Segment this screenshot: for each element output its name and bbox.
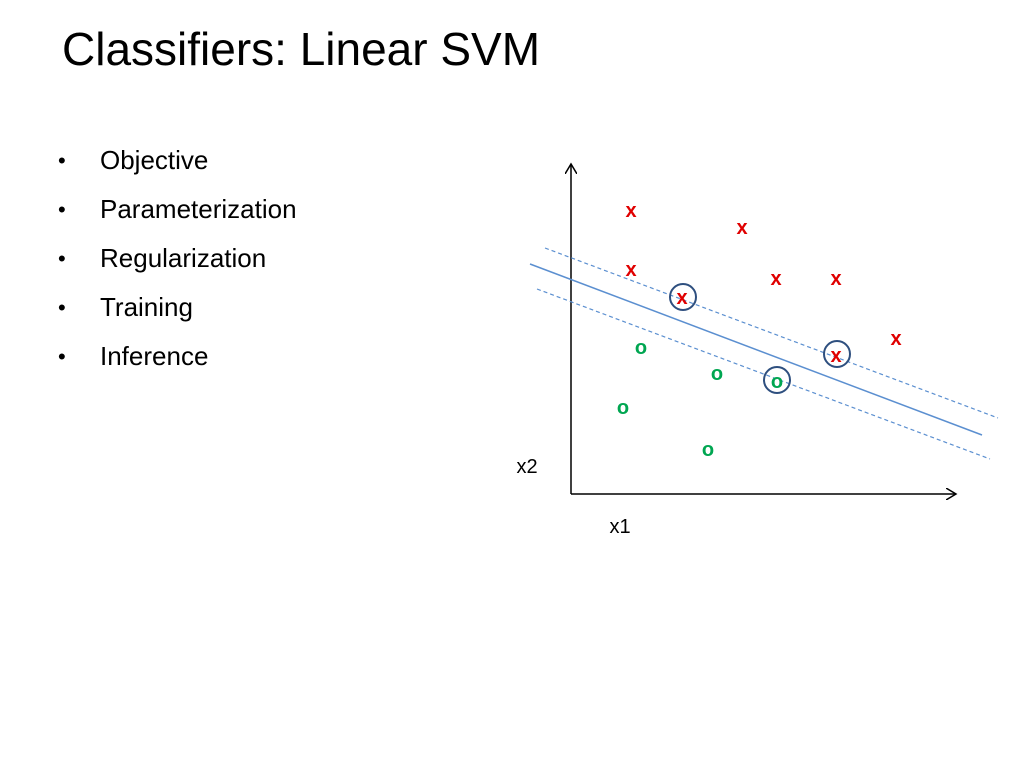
slide-title: Classifiers: Linear SVM (62, 23, 541, 75)
point-o: o (771, 371, 783, 393)
bullet-item-inference: • Inference (58, 332, 297, 381)
bullet-list: • Objective • Parameterization • Regulariza… (58, 136, 297, 381)
bullet-dot-icon: • (58, 344, 66, 369)
point-o: o (711, 363, 723, 385)
margin-lower (536, 288, 991, 460)
bullet-item-training: • Training (58, 283, 297, 332)
point-x: x (830, 345, 841, 367)
point-x: x (625, 200, 636, 222)
bullet-dot-icon: • (58, 246, 66, 271)
point-o: o (702, 439, 714, 461)
point-x: x (890, 328, 901, 350)
bullet-item-objective: • Objective (58, 136, 297, 185)
bullet-label: Inference (100, 341, 209, 371)
point-o: o (635, 337, 647, 359)
support-vector-circle (763, 366, 791, 394)
point-x: x (770, 268, 781, 290)
bullet-dot-icon: • (58, 197, 66, 222)
bullet-label: Training (100, 292, 193, 322)
bullet-item-regularization: • Regularization (58, 234, 297, 283)
point-o: o (617, 397, 629, 419)
bullet-label: Objective (100, 145, 209, 175)
point-x: x (625, 259, 636, 281)
support-vector-circle (823, 340, 851, 368)
bullet-dot-icon: • (58, 148, 66, 173)
point-x: x (830, 268, 841, 290)
bullet-dot-icon: • (58, 295, 66, 320)
bullet-label: Parameterization (100, 194, 297, 224)
decision-boundary (529, 263, 983, 436)
point-x: x (676, 287, 687, 309)
point-x: x (736, 217, 747, 239)
margin-upper (544, 247, 999, 419)
bullet-label: Regularization (100, 243, 267, 273)
bullet-item-parameterization: • Parameterization (58, 185, 297, 234)
y-axis-label: x2 (516, 456, 537, 478)
support-vector-circle (669, 283, 697, 311)
x-axis-label: x1 (609, 516, 630, 538)
